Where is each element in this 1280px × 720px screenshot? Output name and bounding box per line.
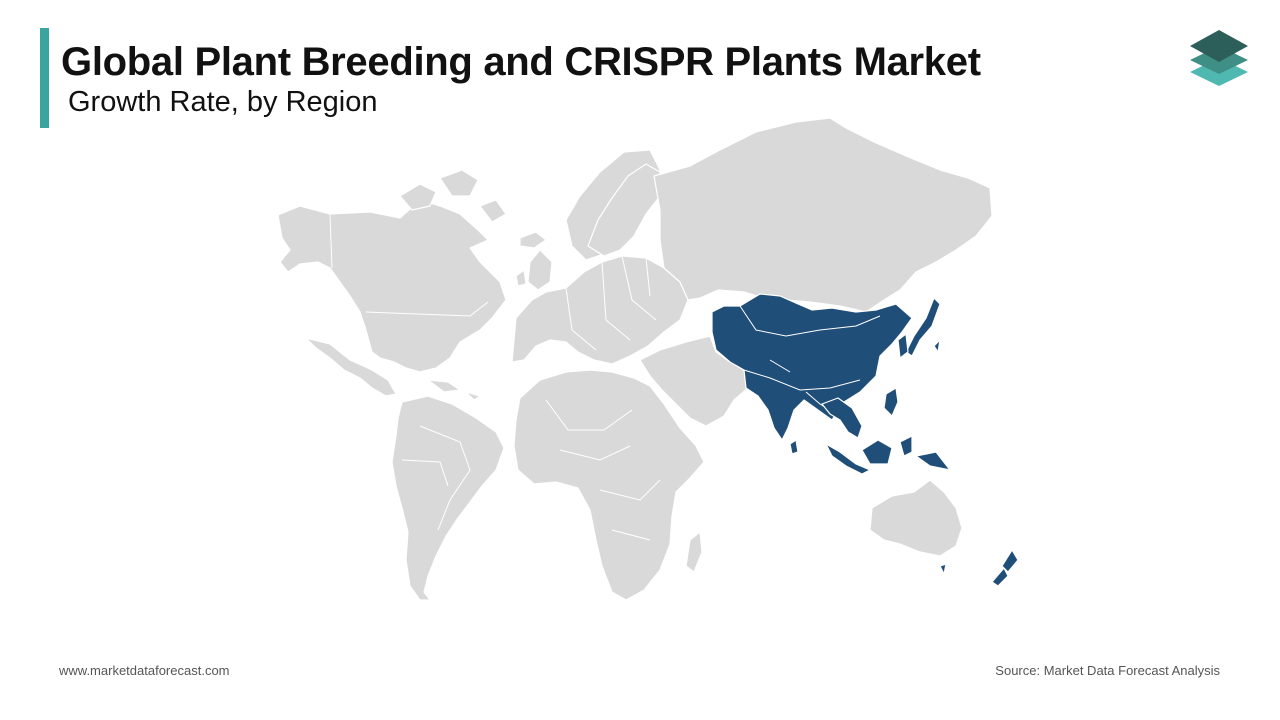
arctic-islands [399,169,507,223]
title-accent-bar [40,28,49,128]
south-america-landmass [391,395,505,601]
caribbean-islands [427,379,481,401]
middle-east-landmass [639,335,749,427]
russia-landmass [653,117,993,313]
source-credit: Source: Market Data Forecast Analysis [995,663,1220,678]
sri-lanka [789,439,799,455]
japan-islands [905,297,941,357]
north-america-landmass [277,199,507,373]
new-zealand-islands [939,549,1019,587]
page-subtitle: Growth Rate, by Region [68,86,378,118]
philippines-islands [883,387,899,417]
africa-landmass [513,369,705,601]
indonesia-islands [825,435,951,475]
website-url: www.marketdataforecast.com [59,663,230,678]
europe-landmass [511,255,689,365]
southeast-asia [821,397,863,439]
central-america-landmass [305,337,397,397]
korea-peninsula [897,333,909,359]
australia-landmass [869,479,963,557]
madagascar-landmass [685,531,703,573]
page-title: Global Plant Breeding and CRISPR Plants … [61,40,981,84]
iceland-landmass [519,231,547,249]
uk-landmass [515,249,553,291]
asia-pacific-region [711,293,913,441]
stacked-layers-icon [1190,30,1248,86]
